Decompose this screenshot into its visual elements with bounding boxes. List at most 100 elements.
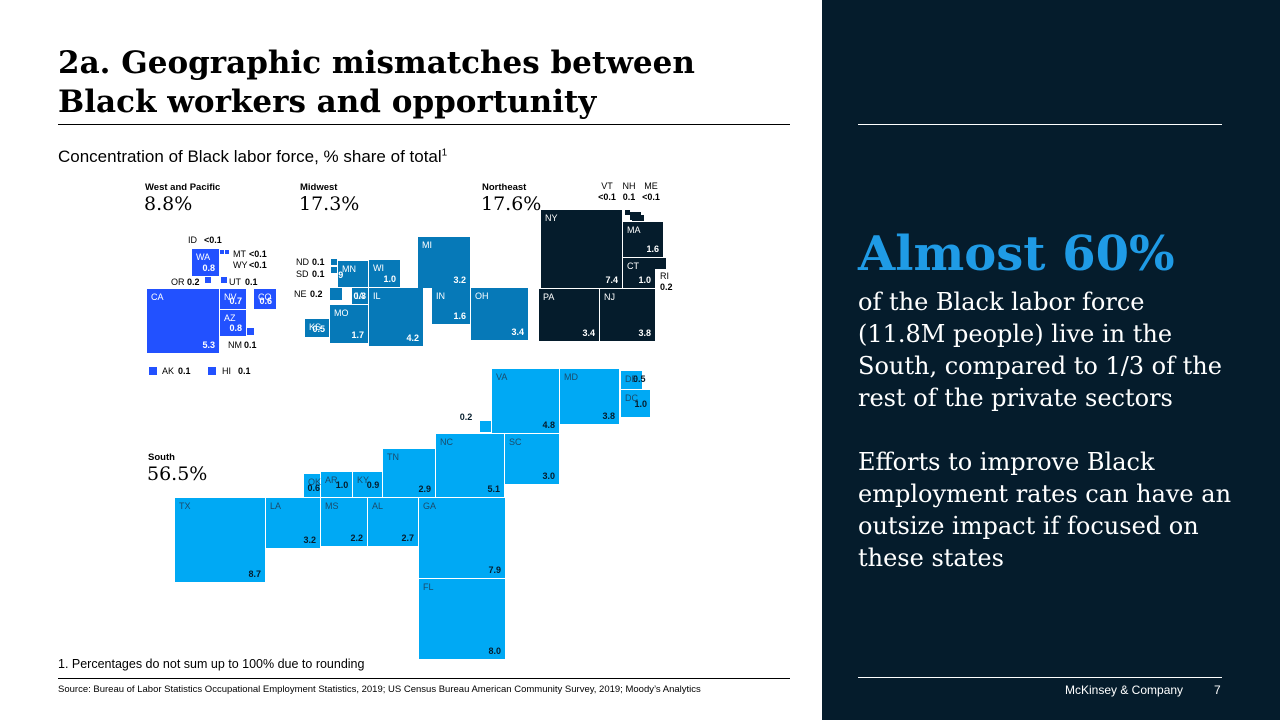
tile-value-ca: 5.3 (202, 340, 215, 350)
tile-ks (305, 319, 329, 337)
tile-value-ne: 0.2 (310, 289, 323, 299)
region-name-northeast: Northeast (482, 182, 527, 193)
sidebar-headline: Almost 60% (858, 226, 1175, 282)
tile-nj (600, 289, 655, 341)
tile-code-fl: FL (423, 582, 434, 592)
tile-code-oh: OH (475, 291, 489, 301)
tile-code-ne: NE (294, 289, 307, 299)
tile-value-sd: 0.1 (312, 269, 325, 279)
source-rule (58, 678, 790, 679)
tile-value-ar: 1.0 (336, 480, 349, 490)
tile-code-al: AL (372, 501, 383, 511)
tile-code-tx: TX (179, 501, 191, 511)
tile-ok (304, 474, 320, 497)
tile-value-fl: 8.0 (488, 646, 501, 656)
tile-code-md: MD (564, 372, 578, 382)
tile-value-dc: 1.0 (634, 399, 647, 409)
tile-code-ia: IA (356, 291, 365, 301)
tile-ct (623, 258, 655, 288)
tile-mo (330, 305, 368, 343)
tile-code-mi: MI (422, 240, 432, 250)
region-name-south: South (148, 452, 175, 463)
tile-value-oh: 3.4 (511, 327, 524, 337)
tile-code-ak: AK (162, 366, 174, 376)
tile-value-de: 0.5 (633, 374, 646, 384)
tile-oh (471, 288, 528, 340)
tile-code-mo: MO (334, 308, 349, 318)
tile-sd (331, 267, 337, 273)
tile-fl (419, 579, 505, 659)
tile-value-id: <0.1 (204, 235, 222, 245)
tile-code-ky: KY (357, 475, 369, 485)
footnote: 1. Percentages do not sum up to 100% due… (58, 657, 365, 671)
tile-ca (147, 289, 219, 353)
tile-code-id: ID (188, 235, 198, 245)
tile-code-pa: PA (543, 292, 554, 302)
tile-value-ut: 0.1 (245, 277, 258, 287)
tile-de (621, 371, 642, 389)
tile-code-vt: VT (601, 181, 613, 191)
tile-code-or: OR (171, 277, 185, 287)
tile-ar (321, 472, 352, 497)
tile-value-az: 0.8 (229, 323, 242, 333)
tile-in (432, 288, 470, 324)
region-name-midwest: Midwest (300, 182, 338, 193)
tile-nc (436, 434, 504, 497)
tile-code-ri: RI (660, 271, 669, 281)
tile-code-il: IL (373, 291, 381, 301)
source-note: Source: Bureau of Labor Statistics Occup… (58, 684, 701, 695)
tile-wa (192, 249, 219, 276)
tile-code-in: IN (436, 291, 445, 301)
sidebar-bottom-rule (858, 677, 1222, 678)
tile-value-la: 3.2 (303, 535, 316, 545)
tile-value-or: 0.2 (187, 277, 200, 287)
tile-code-hi: HI (222, 366, 231, 376)
tile-code-ok: OK (308, 477, 321, 487)
tile-value-nv: 0.7 (229, 296, 242, 306)
tile-code-ny: NY (545, 213, 558, 223)
tile-code-sc: SC (509, 437, 522, 447)
tile-code-sd: SD (296, 269, 309, 279)
tile-code-mn: MN (342, 264, 356, 274)
tile-code-nv: NV (224, 292, 237, 302)
tile-code-va: VA (496, 372, 507, 382)
tile-code-ca: CA (151, 292, 164, 302)
tile-value-tn: 2.9 (418, 484, 431, 494)
tile-value-ct: 1.0 (638, 275, 651, 285)
tile-code-mt: MT (233, 249, 246, 259)
tile-value-mt: <0.1 (249, 249, 267, 259)
tile-ri-block (655, 258, 666, 269)
tile-nd (331, 259, 337, 265)
tile-value-va: 4.8 (542, 420, 555, 430)
tile-dc (621, 390, 650, 417)
tile-value-ks: 0.5 (312, 324, 325, 334)
tile-la (266, 498, 320, 548)
tile-mn (338, 261, 368, 287)
tile-tn (383, 449, 435, 497)
tile-value-wa: 0.8 (202, 263, 215, 273)
tile-ia (352, 288, 368, 304)
tile-code-wa: WA (196, 252, 210, 262)
tile-code-nm: NM (228, 340, 242, 350)
tile-co (254, 289, 276, 309)
tile-tx (175, 498, 265, 582)
tile-code-nj: NJ (604, 292, 615, 302)
tile-value-ia: 0.3 (353, 291, 366, 301)
tile-code-tn: TN (387, 452, 399, 462)
tile-nh-block (632, 212, 641, 221)
tile-value-wi: 1.0 (383, 274, 396, 284)
tile-value-co: 0.6 (259, 296, 272, 306)
tile-az (220, 310, 246, 336)
tile-code-ga: GA (423, 501, 436, 511)
tile-code-co: CO (258, 292, 272, 302)
tile-code-ut: UT (229, 277, 241, 287)
tile-value-ms: 2.2 (350, 533, 363, 543)
tile-wy (225, 250, 229, 254)
tile-value-nc: 5.1 (487, 484, 500, 494)
tile-value-mn: 0.9 (331, 270, 344, 280)
tile-value-pa: 3.4 (582, 328, 595, 338)
tile-ma (623, 222, 663, 257)
tile-ne (330, 288, 342, 300)
tile-code-me: ME (644, 181, 658, 191)
